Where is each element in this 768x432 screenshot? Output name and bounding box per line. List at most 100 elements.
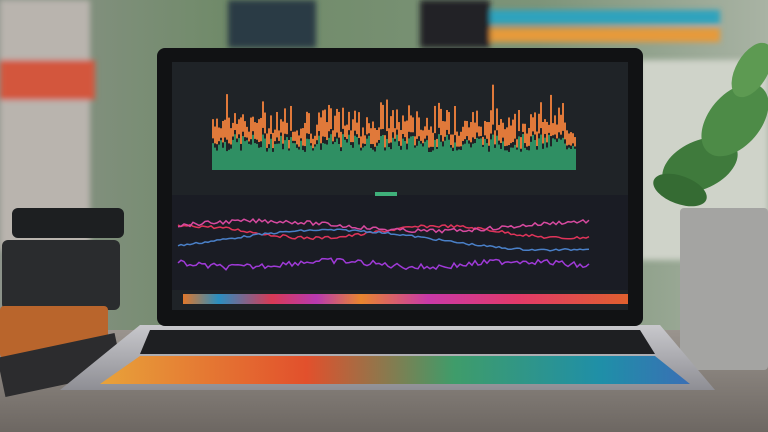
orange-bar	[370, 128, 372, 145]
orange-bar	[360, 136, 362, 148]
orange-bar	[430, 126, 432, 147]
orange-bar	[246, 126, 248, 138]
green-bar	[402, 138, 404, 170]
green-bar	[260, 147, 262, 170]
orange-bar	[356, 122, 358, 135]
orange-bar	[474, 122, 476, 139]
orange-bar	[400, 130, 402, 146]
orange-bar	[270, 115, 272, 135]
orange-bar	[244, 121, 246, 138]
green-bar	[354, 135, 356, 170]
leaf	[731, 42, 768, 98]
orange-bar	[476, 110, 478, 133]
green-bar	[234, 134, 236, 170]
green-bar	[494, 147, 496, 170]
orange-bar	[302, 128, 304, 146]
orange-bar	[492, 84, 494, 125]
orange-bar	[408, 105, 410, 132]
green-bar	[298, 149, 300, 170]
green-bar	[482, 146, 484, 170]
orange-bar	[536, 131, 538, 147]
green-bar	[340, 151, 342, 170]
palm-rest	[100, 356, 690, 384]
green-bar	[568, 147, 570, 170]
orange-bar	[290, 105, 292, 131]
green-bar	[492, 134, 494, 170]
green-bar	[312, 150, 314, 170]
green-bar	[546, 147, 548, 170]
green-bar	[552, 138, 554, 170]
orange-bar	[226, 94, 228, 140]
orange-bar	[496, 108, 498, 131]
orange-bar	[366, 117, 368, 135]
orange-bar	[560, 114, 562, 135]
orange-bar	[546, 121, 548, 143]
green-bar	[478, 138, 480, 170]
orange-bar	[446, 110, 448, 130]
green-bar	[550, 146, 552, 170]
orange-bar	[482, 136, 484, 145]
green-bar	[560, 139, 562, 170]
orange-bar	[220, 128, 222, 138]
green-bar	[366, 138, 368, 170]
green-bar	[390, 149, 392, 170]
orange-bar	[406, 120, 408, 144]
poster-band	[490, 28, 720, 42]
orange-bar	[260, 117, 262, 142]
green-bar	[474, 143, 476, 170]
orange-bar	[284, 108, 286, 134]
orange-bar	[480, 126, 482, 137]
green-bar	[294, 143, 296, 170]
orange-bar	[558, 107, 560, 133]
green-bar	[456, 150, 458, 170]
plant	[653, 42, 768, 370]
green-bar	[306, 138, 308, 170]
orange-bar	[520, 137, 522, 149]
green-bar	[372, 149, 374, 170]
green-bar	[322, 143, 324, 170]
green-bar	[344, 139, 346, 170]
green-bar	[488, 151, 490, 170]
notebook	[0, 332, 123, 398]
green-bar	[360, 150, 362, 170]
orange-bar	[280, 119, 282, 133]
green-bar	[300, 140, 302, 170]
orange-bar	[456, 131, 458, 147]
green-bar	[302, 150, 304, 170]
green-bar	[416, 145, 418, 170]
orange-bar	[528, 127, 530, 146]
green-bar	[262, 134, 264, 170]
green-bar	[408, 138, 410, 170]
orange-bar	[354, 110, 356, 131]
green-bar	[276, 143, 278, 170]
green-bar	[290, 137, 292, 170]
orange-bar	[470, 122, 472, 143]
orange-bar	[234, 113, 236, 131]
green-bar	[450, 147, 452, 170]
orange-bar	[466, 120, 468, 137]
orange-bar	[316, 124, 318, 141]
green-bar	[246, 140, 248, 170]
leaf	[653, 173, 707, 207]
green-bar	[506, 150, 508, 170]
green-bar	[564, 143, 566, 170]
orange-bar	[372, 121, 374, 145]
green-bar	[540, 134, 542, 170]
green-bar	[384, 150, 386, 170]
orange-bar	[242, 114, 244, 132]
orange-bar	[572, 133, 574, 144]
green-bar	[236, 142, 238, 170]
green-bar	[288, 150, 290, 170]
orange-bar	[378, 127, 380, 140]
green-bar	[212, 143, 214, 170]
green-bar	[428, 151, 430, 170]
green-bar	[304, 151, 306, 170]
green-bar	[328, 137, 330, 170]
orange-bar	[390, 116, 392, 143]
green-bar	[476, 137, 478, 170]
green-bar	[468, 143, 470, 170]
green-bar	[222, 147, 224, 170]
mug	[2, 240, 120, 310]
orange-bar	[368, 123, 370, 134]
green-bar	[368, 135, 370, 170]
